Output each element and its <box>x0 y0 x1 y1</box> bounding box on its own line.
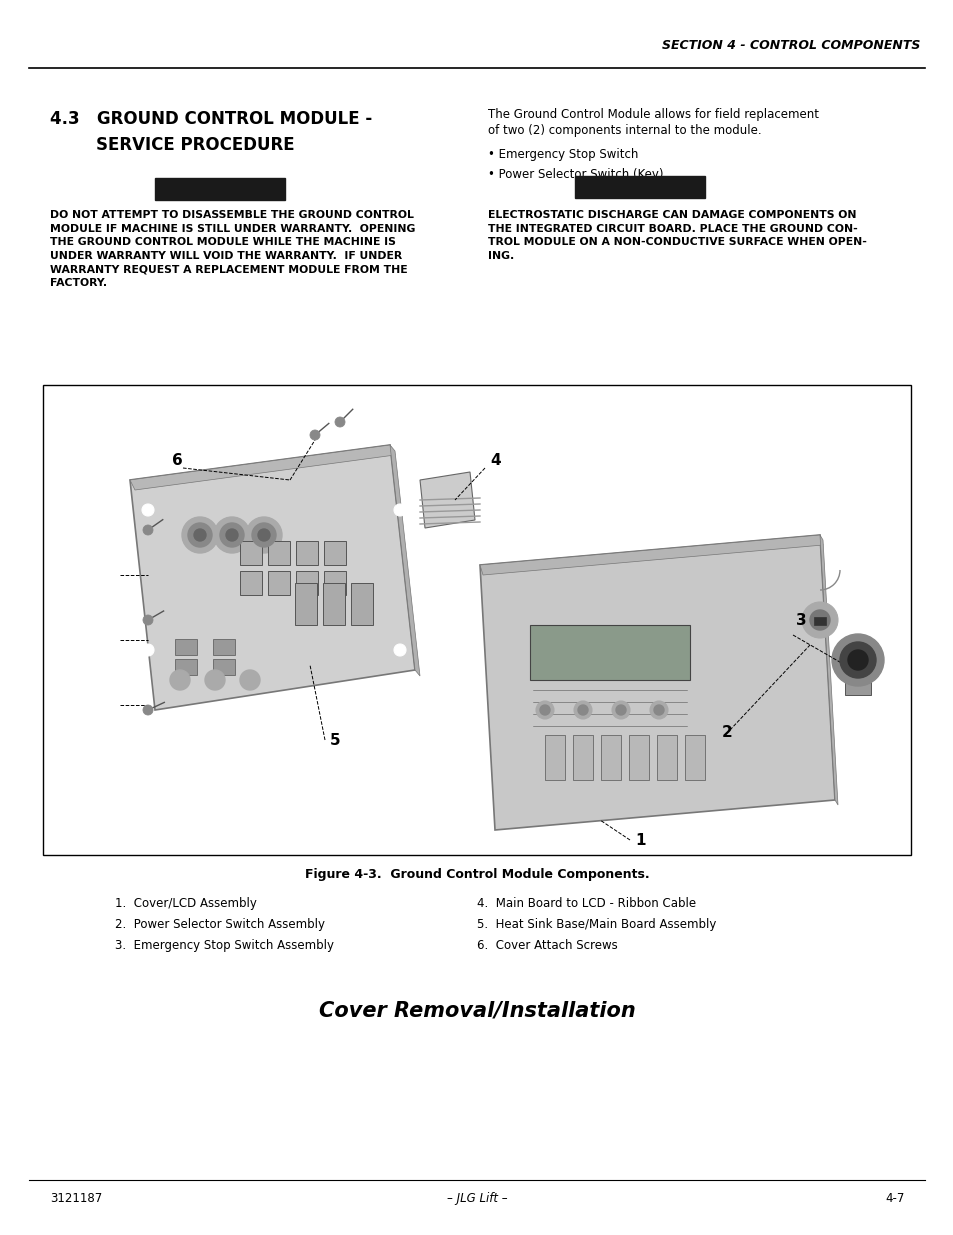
Text: SECTION 4 - CONTROL COMPONENTS: SECTION 4 - CONTROL COMPONENTS <box>661 40 919 52</box>
Bar <box>324 571 346 595</box>
Text: 3.  Emergency Stop Switch Assembly: 3. Emergency Stop Switch Assembly <box>115 939 334 952</box>
Bar <box>294 583 316 625</box>
Text: DO NOT ATTEMPT TO DISASSEMBLE THE GROUND CONTROL
MODULE IF MACHINE IS STILL UNDE: DO NOT ATTEMPT TO DISASSEMBLE THE GROUND… <box>50 210 415 288</box>
Text: Figure 4-3.  Ground Control Module Components.: Figure 4-3. Ground Control Module Compon… <box>304 868 649 881</box>
Polygon shape <box>479 535 822 576</box>
Circle shape <box>252 522 275 547</box>
Text: 4.3   GROUND CONTROL MODULE -: 4.3 GROUND CONTROL MODULE - <box>50 110 372 128</box>
Bar <box>43 385 910 855</box>
Circle shape <box>143 705 152 715</box>
Circle shape <box>143 525 152 535</box>
Bar <box>544 735 564 781</box>
Text: ELECTROSTATIC DISCHARGE CAN DAMAGE COMPONENTS ON
THE INTEGRATED CIRCUIT BOARD. P: ELECTROSTATIC DISCHARGE CAN DAMAGE COMPO… <box>488 210 866 261</box>
Circle shape <box>847 650 867 671</box>
Polygon shape <box>479 535 834 830</box>
Polygon shape <box>130 445 395 490</box>
Circle shape <box>188 522 212 547</box>
Circle shape <box>182 517 218 553</box>
Text: 3121187: 3121187 <box>50 1192 102 1205</box>
Bar <box>295 571 317 595</box>
Text: 3: 3 <box>795 613 806 629</box>
Circle shape <box>226 529 237 541</box>
Polygon shape <box>820 535 837 805</box>
Text: The Ground Control Module allows for field replacement: The Ground Control Module allows for fie… <box>488 107 818 121</box>
Text: Cover Removal/Installation: Cover Removal/Installation <box>318 1000 635 1020</box>
Bar <box>657 735 677 781</box>
Circle shape <box>394 643 406 656</box>
Text: 1.  Cover/LCD Assembly: 1. Cover/LCD Assembly <box>115 897 256 910</box>
Bar <box>684 735 704 781</box>
Bar <box>324 541 346 564</box>
Bar <box>351 583 373 625</box>
Circle shape <box>257 529 270 541</box>
Text: • Power Selector Switch (Key): • Power Selector Switch (Key) <box>488 168 662 182</box>
Circle shape <box>649 701 667 719</box>
Circle shape <box>840 642 875 678</box>
Bar <box>154 178 285 200</box>
Text: 4-7: 4-7 <box>884 1192 904 1205</box>
Circle shape <box>539 705 550 715</box>
Text: 5.  Heat Sink Base/Main Board Assembly: 5. Heat Sink Base/Main Board Assembly <box>476 918 716 931</box>
Polygon shape <box>390 445 419 676</box>
Bar <box>174 638 196 655</box>
Text: 5: 5 <box>330 734 340 748</box>
Text: 1: 1 <box>635 832 645 848</box>
Text: 4: 4 <box>490 453 500 468</box>
Bar <box>240 571 262 595</box>
Bar <box>573 735 593 781</box>
Bar <box>844 664 870 695</box>
Bar <box>575 177 704 198</box>
Circle shape <box>170 671 190 690</box>
Bar <box>323 583 345 625</box>
Circle shape <box>612 701 629 719</box>
Circle shape <box>193 529 206 541</box>
Circle shape <box>335 417 345 427</box>
Text: SERVICE PROCEDURE: SERVICE PROCEDURE <box>50 136 294 154</box>
Circle shape <box>142 643 153 656</box>
Circle shape <box>801 601 837 638</box>
Bar <box>530 625 689 680</box>
Polygon shape <box>130 445 415 710</box>
Bar <box>295 541 317 564</box>
Circle shape <box>394 504 406 516</box>
Circle shape <box>240 671 260 690</box>
Circle shape <box>205 671 225 690</box>
Bar <box>813 618 825 625</box>
Circle shape <box>616 705 625 715</box>
Text: – JLG Lift –: – JLG Lift – <box>446 1192 507 1205</box>
Circle shape <box>213 517 250 553</box>
Polygon shape <box>419 472 475 529</box>
Circle shape <box>578 705 587 715</box>
Bar <box>213 638 234 655</box>
Circle shape <box>809 610 829 630</box>
Text: 2: 2 <box>721 725 732 740</box>
Bar <box>268 541 290 564</box>
Circle shape <box>310 430 319 440</box>
Bar <box>240 541 262 564</box>
Bar <box>600 735 620 781</box>
Bar <box>174 659 196 676</box>
Text: 4.  Main Board to LCD - Ribbon Cable: 4. Main Board to LCD - Ribbon Cable <box>476 897 696 910</box>
Text: 6.  Cover Attach Screws: 6. Cover Attach Screws <box>476 939 618 952</box>
Bar <box>213 659 234 676</box>
Bar <box>268 571 290 595</box>
Circle shape <box>574 701 592 719</box>
Text: 6: 6 <box>172 453 183 468</box>
Bar <box>628 735 648 781</box>
Circle shape <box>220 522 244 547</box>
Circle shape <box>536 701 554 719</box>
Text: of two (2) components internal to the module.: of two (2) components internal to the mo… <box>488 124 760 137</box>
Text: 2.  Power Selector Switch Assembly: 2. Power Selector Switch Assembly <box>115 918 325 931</box>
Circle shape <box>143 615 152 625</box>
Circle shape <box>831 634 883 685</box>
Circle shape <box>142 504 153 516</box>
Circle shape <box>246 517 282 553</box>
Text: • Emergency Stop Switch: • Emergency Stop Switch <box>488 148 638 161</box>
Circle shape <box>654 705 663 715</box>
